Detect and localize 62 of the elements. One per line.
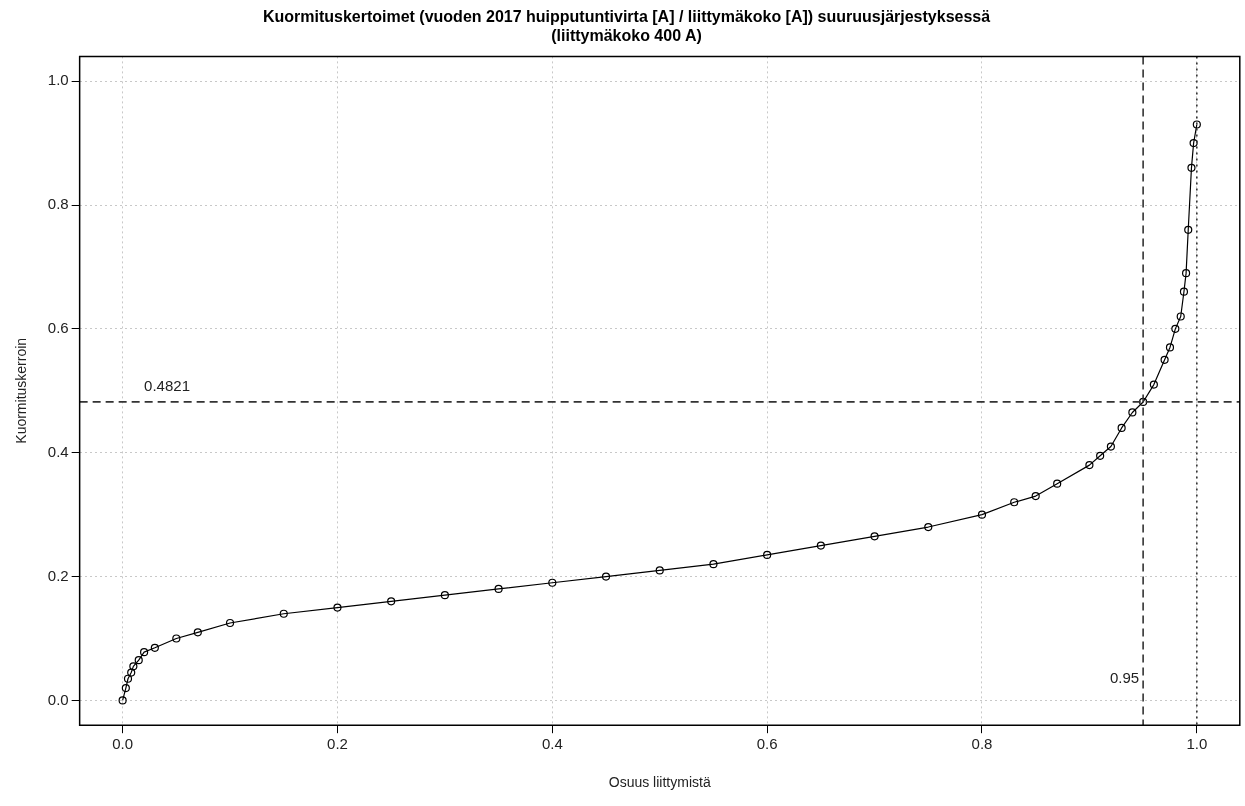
point — [1139, 397, 1148, 407]
y-tick-label: 0.8 — [47, 195, 69, 213]
point — [1179, 287, 1189, 296]
point — [1165, 343, 1175, 352]
point — [1053, 479, 1062, 488]
point — [279, 609, 288, 618]
point — [816, 541, 825, 550]
point — [763, 550, 772, 559]
point — [440, 591, 449, 600]
point — [1096, 451, 1105, 460]
point — [172, 634, 181, 643]
x-tick-label: 0.0 — [112, 735, 134, 753]
x-axis-title: Osuus liittymistä — [608, 774, 711, 791]
point — [193, 628, 202, 637]
x-tick-label: 0.8 — [971, 735, 993, 753]
point — [1160, 355, 1169, 364]
x-tick-label: 0.4 — [541, 735, 563, 753]
point — [1085, 461, 1094, 470]
point — [1128, 408, 1137, 417]
y-tick-label: 1.0 — [47, 71, 69, 89]
point — [1181, 269, 1191, 278]
ref-line-label: 0.95 — [1109, 669, 1140, 687]
y-tick-label: 0.0 — [47, 690, 69, 708]
ref-line-label: 0.4821 — [144, 376, 190, 394]
point — [924, 522, 933, 532]
point — [225, 618, 235, 628]
point — [655, 566, 664, 575]
point — [1117, 423, 1126, 433]
point — [1189, 139, 1198, 148]
point — [977, 510, 987, 519]
point — [1171, 324, 1180, 333]
point — [494, 584, 503, 594]
point — [1149, 380, 1158, 389]
y-tick-label: 0.4 — [47, 442, 69, 460]
x-tick-label: 0.2 — [327, 735, 348, 753]
point — [709, 560, 718, 569]
point — [150, 643, 159, 652]
x-tick-label: 1.0 — [1186, 735, 1208, 753]
point — [140, 648, 149, 657]
y-axis-title: Kuormituskerroin — [13, 337, 30, 444]
point — [118, 696, 127, 705]
point — [387, 597, 396, 606]
point — [121, 683, 130, 693]
point — [134, 656, 143, 665]
chart-title: Kuormituskertoimet (vuoden 2017 huipputuntivirta [A] / liittymäkoko [A]) suuruusjärjestyksessä (liittymäkoko 400 A) — [262, 8, 991, 45]
point — [123, 674, 133, 683]
point — [1192, 120, 1201, 129]
y-tick-label: 0.2 — [47, 566, 69, 584]
point — [548, 578, 557, 587]
point — [127, 668, 136, 677]
x-tick-label: 0.6 — [756, 735, 778, 753]
point — [1176, 312, 1185, 321]
point — [1031, 491, 1040, 501]
point — [1184, 225, 1193, 234]
point — [601, 572, 611, 581]
point — [1106, 442, 1115, 451]
point — [1010, 498, 1019, 507]
point — [333, 603, 342, 612]
point — [129, 662, 138, 671]
point — [1187, 163, 1196, 172]
point — [870, 532, 879, 541]
y-tick-label: 0.6 — [47, 319, 69, 337]
